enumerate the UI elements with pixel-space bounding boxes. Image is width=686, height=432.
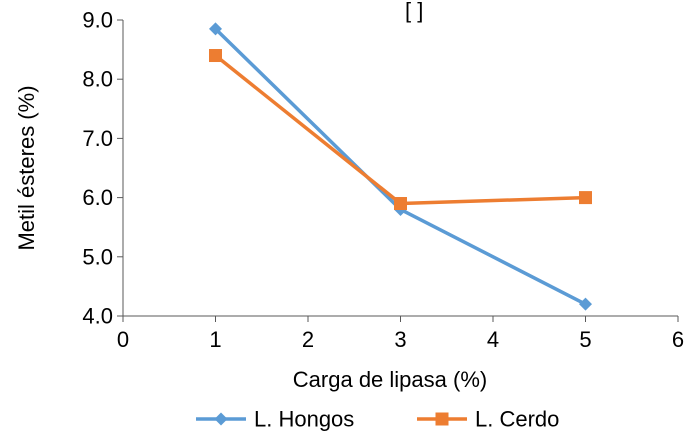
series-layer <box>209 22 592 311</box>
x-axis-ticks: 0 1 2 3 4 5 6 <box>117 316 684 352</box>
x-tick-label: 0 <box>117 327 129 352</box>
legend-marker <box>435 412 449 426</box>
x-tick-label: 6 <box>672 327 684 352</box>
y-tick-label: 4.0 <box>82 304 113 329</box>
x-tick-label: 2 <box>302 327 314 352</box>
series-line <box>214 54 586 206</box>
y-tick-label: 9.0 <box>82 8 113 33</box>
legend-item: L. Hongos <box>196 407 354 432</box>
data-point <box>579 297 592 311</box>
y-tick-label: 7.0 <box>82 126 113 151</box>
legend: L. Hongos L. Cerdo <box>196 407 559 432</box>
legend-label: L. Hongos <box>254 407 354 432</box>
data-point <box>209 22 222 36</box>
legend-marker <box>214 412 228 426</box>
x-tick-label: 4 <box>487 327 499 352</box>
y-axis-title: Metil ésteres (%) <box>14 85 39 250</box>
y-tick-label: 8.0 <box>82 67 113 92</box>
y-tick-label: 5.0 <box>82 244 113 269</box>
x-tick-label: 1 <box>209 327 221 352</box>
data-point <box>579 191 592 205</box>
x-axis-title: Carga de lipasa (%) <box>293 367 487 392</box>
series-0 <box>209 22 592 311</box>
data-point <box>394 197 407 211</box>
y-tick-label: 6.0 <box>82 185 113 210</box>
x-tick-label: 3 <box>394 327 406 352</box>
series-1 <box>209 49 592 211</box>
chart-title-fragment: [ ] <box>405 0 423 23</box>
x-tick-label: 5 <box>579 327 591 352</box>
plot-area <box>122 20 678 317</box>
legend-item: L. Cerdo <box>417 407 559 432</box>
y-axis-ticks: 4.0 5.0 6.0 7.0 8.0 9.0 <box>82 8 123 329</box>
data-point <box>209 49 222 63</box>
legend-label: L. Cerdo <box>475 407 559 432</box>
series-line <box>214 27 587 306</box>
